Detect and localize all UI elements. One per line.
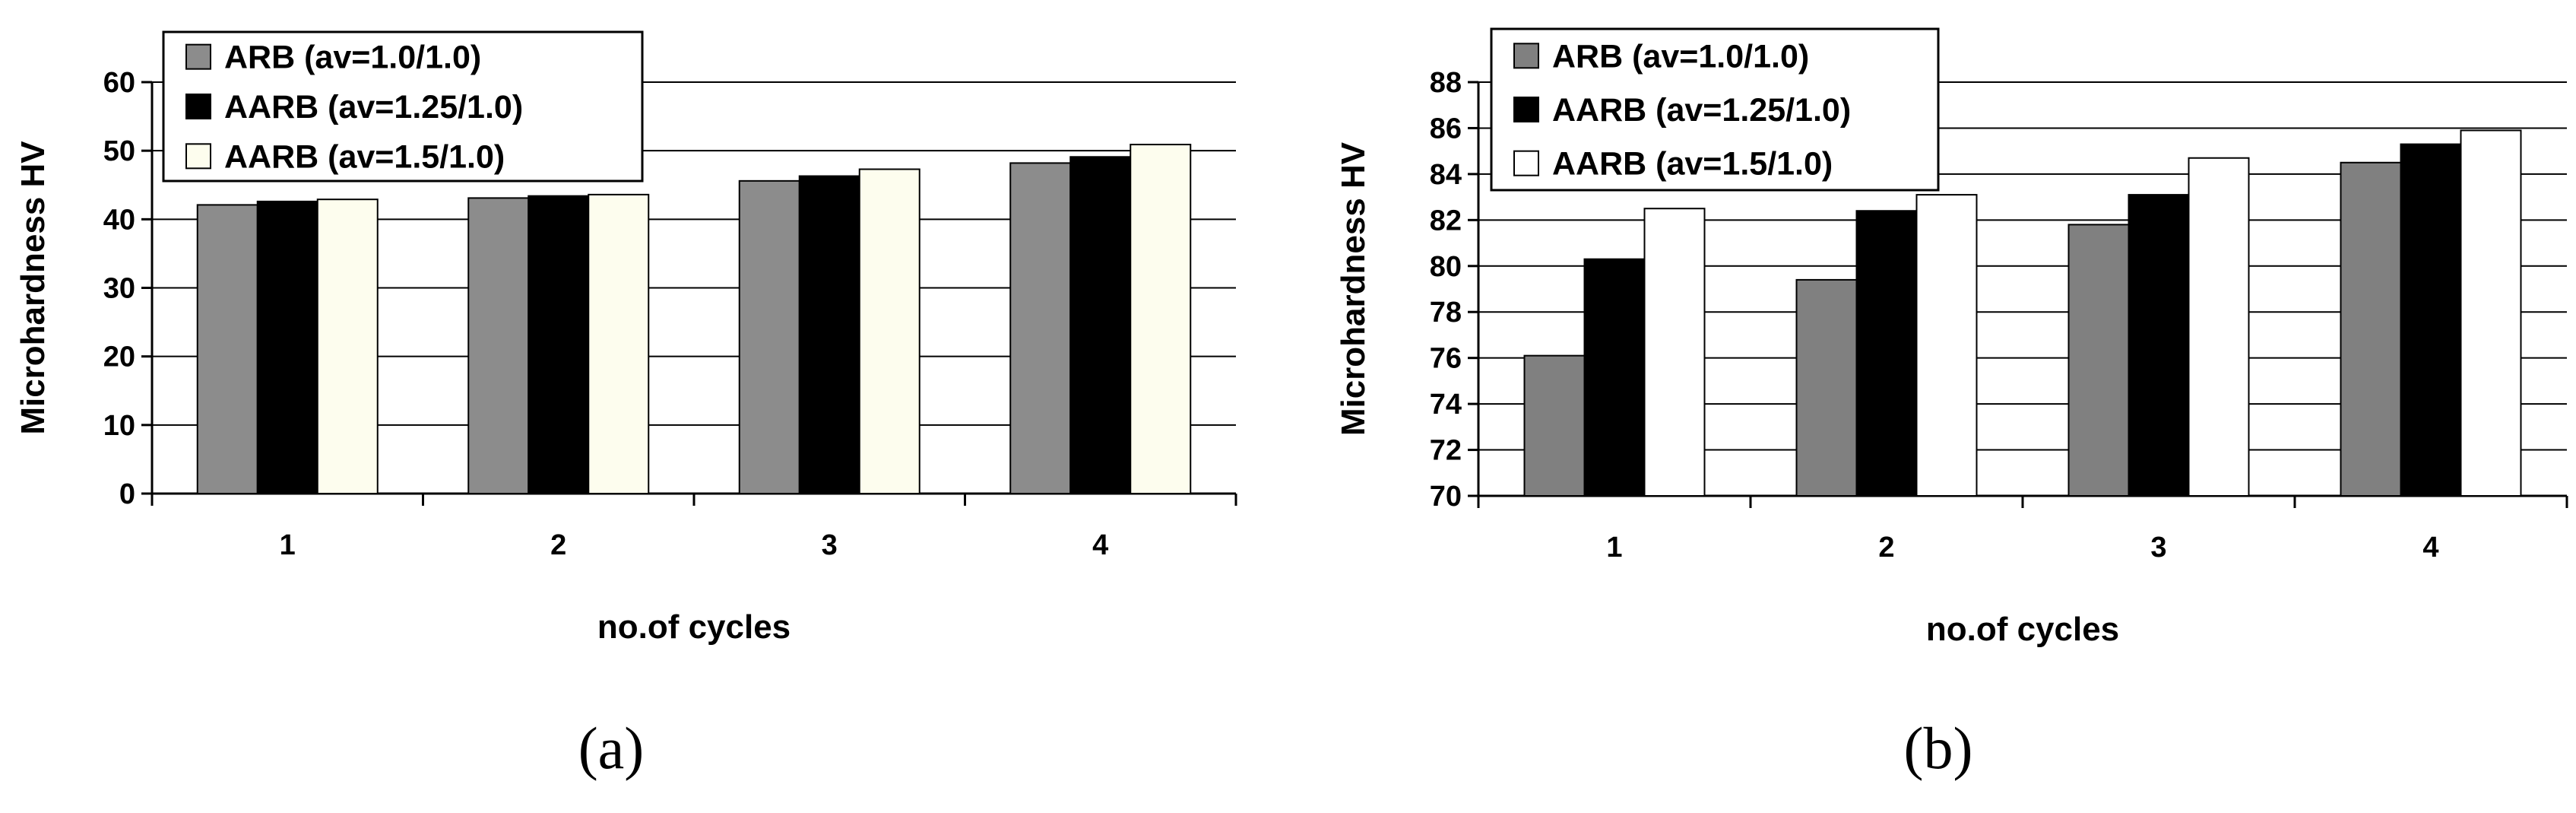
x-axis-title: no.of cycles	[1926, 611, 2119, 648]
legend-entry: ARB (av=1.0/1.0)	[224, 40, 481, 76]
y-tick-label: 76	[1430, 343, 1462, 375]
chart-panel-a: 0 10 20 30 40 50 60 1 2 3 4 no.of cycles Microhardne…	[14, 30, 1237, 781]
panel-label: (a)	[578, 715, 645, 781]
y-tick-label: 60	[103, 67, 135, 99]
legend-entry: AARB (av=1.5/1.0)	[224, 138, 505, 175]
y-tick-label: 50	[103, 135, 135, 167]
bar	[1069, 156, 1132, 494]
bar	[1643, 208, 1706, 497]
bar	[2340, 161, 2402, 497]
x-tick-label: 1	[280, 529, 296, 561]
x-tick-label: 2	[1878, 532, 1894, 564]
y-tick-label: 70	[1430, 481, 1462, 513]
y-tick-label: 86	[1430, 113, 1462, 144]
legend-entry: AARB (av=1.5/1.0)	[1552, 146, 1833, 183]
bar	[196, 204, 258, 494]
y-axis-title: Microhardness HV	[1335, 141, 1372, 436]
y-tick-label: 10	[103, 410, 135, 442]
y-axis-title: Microhardness HV	[14, 141, 52, 435]
legend-box	[1490, 27, 1940, 192]
y-tick-label: 40	[103, 204, 135, 236]
y-tick-label: 84	[1430, 159, 1462, 191]
bar	[2400, 143, 2462, 497]
bar	[1855, 210, 1918, 497]
legend-swatch	[1513, 97, 1539, 122]
x-tick-label: 3	[822, 529, 838, 561]
bar	[316, 198, 379, 494]
y-tick-label: 0	[119, 478, 135, 510]
bar	[1583, 258, 1646, 497]
bar	[2067, 224, 2130, 497]
bar	[2460, 129, 2522, 497]
y-tick-label: 30	[103, 273, 135, 305]
x-tick-label: 4	[1092, 529, 1108, 561]
y-tick-label: 74	[1430, 389, 1462, 421]
legend-swatch	[1513, 150, 1539, 176]
y-tick-label: 88	[1430, 67, 1462, 99]
x-tick-label: 4	[2422, 532, 2438, 564]
legend-swatch	[185, 143, 211, 170]
y-tick-label: 72	[1430, 435, 1462, 467]
bar	[858, 168, 920, 495]
legend-swatch	[185, 43, 211, 70]
bar	[2188, 157, 2250, 497]
legend-entry: AARB (av=1.25/1.0)	[224, 89, 523, 125]
bar	[1523, 354, 1586, 497]
legend-swatch	[1513, 43, 1539, 69]
bar	[1009, 162, 1072, 494]
legend-entry: ARB (av=1.0/1.0)	[1552, 38, 1809, 75]
panel-label: (b)	[1904, 715, 1973, 781]
bar	[1915, 194, 1978, 497]
bar	[798, 175, 860, 495]
y-tick-label: 80	[1430, 251, 1462, 283]
y-tick-label: 78	[1430, 297, 1462, 329]
x-tick-label: 2	[550, 529, 566, 561]
bar	[738, 179, 800, 494]
legend-entry: AARB (av=1.25/1.0)	[1552, 92, 1851, 129]
legend-swatch	[185, 94, 211, 119]
x-tick-label: 3	[2150, 532, 2166, 564]
x-axis-title: no.of cycles	[597, 608, 791, 646]
bar	[467, 197, 530, 494]
y-tick-label: 82	[1430, 205, 1462, 237]
x-tick-label: 1	[1606, 532, 1622, 564]
legend-box	[162, 30, 644, 183]
bar	[256, 200, 318, 494]
bar	[528, 195, 590, 494]
y-tick-label: 20	[103, 341, 135, 373]
chart-panel-b: 70 72 74 76 78 80 82 84 86 88 1 2 3 4 no.of cycles Micr…	[1335, 27, 2568, 781]
bar	[2128, 194, 2190, 497]
bar	[1795, 278, 1858, 497]
bar	[1130, 144, 1192, 494]
bar	[588, 193, 650, 495]
